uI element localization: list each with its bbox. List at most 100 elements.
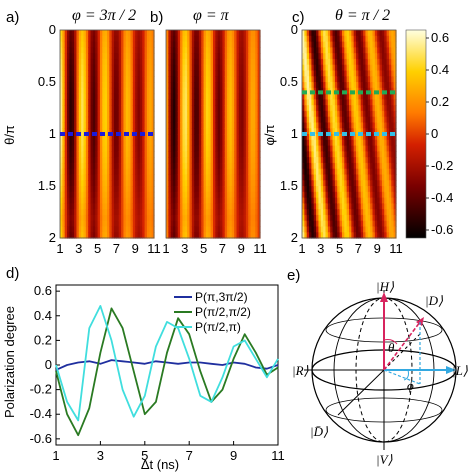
heatmap-cell: [213, 41, 216, 48]
heatmap-cell: [191, 110, 195, 118]
heatmap-cell: [379, 134, 383, 141]
heatmap-cell: [128, 35, 132, 43]
heatmap-cell: [393, 214, 397, 222]
heatmap-cell: [170, 197, 174, 204]
heatmap-cell: [341, 47, 345, 54]
heatmap-cell: [104, 134, 108, 141]
heatmap-cell: [125, 214, 129, 222]
heatmap-cell: [365, 76, 369, 83]
heatmap-cell: [365, 214, 369, 222]
heatmap-cell: [252, 145, 256, 152]
heatmap-cell: [64, 220, 68, 228]
heatmap-cell: [365, 220, 369, 228]
heatmap-cell: [189, 116, 193, 124]
heatmap-cell: [83, 232, 87, 239]
heatmap-cell: [245, 174, 249, 181]
heatmap-cell: [151, 214, 155, 222]
heatmap-cell: [97, 134, 101, 141]
heatmap-cell: [121, 162, 125, 170]
heatmap-cell: [149, 70, 153, 77]
heatmap-cell: [196, 180, 200, 187]
heatmap-cell: [344, 116, 348, 124]
heatmap-cell: [74, 82, 78, 89]
heatmap-cell: [215, 47, 219, 54]
heatmap-cell: [325, 35, 329, 43]
heatmap-cell: [327, 168, 331, 176]
heatmap-cell: [114, 122, 117, 129]
heatmap-cell: [238, 157, 242, 164]
heatmap-x-tick: 5: [94, 241, 101, 256]
heatmap-cell: [60, 226, 63, 233]
heatmap-cell: [69, 30, 73, 37]
heatmap-cell: [217, 64, 221, 72]
heatmap-cell: [88, 226, 92, 233]
heatmap-cell: [166, 157, 169, 164]
heatmap-cell: [257, 99, 261, 106]
heatmap-cell: [379, 30, 383, 37]
heatmap-cell: [125, 220, 129, 228]
heatmap-cell: [102, 35, 106, 43]
heatmap-cell: [346, 64, 350, 72]
heatmap-cell: [320, 139, 324, 147]
heatmap-cell: [363, 105, 367, 112]
heatmap-cell: [311, 145, 315, 152]
heatmap-cell: [208, 203, 212, 210]
heatmap-cell: [60, 180, 63, 187]
heatmap-cell: [201, 162, 205, 170]
heatmap-cell: [384, 226, 388, 233]
heatmap-cell: [306, 99, 310, 106]
heatmap-cell: [208, 122, 212, 129]
heatmap-cell: [182, 139, 186, 147]
diagonal-axis-front: [337, 369, 385, 416]
heatmap-cell: [180, 226, 184, 233]
heatmap-cell: [67, 151, 70, 158]
heatmap-cell: [166, 174, 169, 181]
heatmap-cell: [349, 30, 352, 37]
heatmap-cell: [208, 76, 212, 83]
heatmap-cell: [306, 214, 310, 222]
heatmap-cell: [182, 122, 186, 129]
heatmap-cell: [306, 191, 310, 199]
heatmap-cell: [391, 93, 395, 100]
heatmap-cell: [381, 110, 385, 118]
heatmap-cell: [104, 214, 108, 222]
heatmap-cell: [111, 70, 115, 77]
heatmap-cell: [88, 186, 92, 193]
heatmap-cell: [224, 82, 228, 89]
heatmap-cell: [358, 220, 362, 228]
heatmap-cell: [125, 93, 129, 100]
heatmap-cell: [360, 35, 364, 43]
heatmap-cell: [337, 151, 341, 158]
heatmap-cell: [64, 99, 68, 106]
heatmap-cell: [236, 41, 240, 48]
heatmap-cell: [332, 93, 336, 100]
heatmap-cell: [372, 110, 376, 118]
heatmap-cell: [85, 180, 89, 187]
heatmap-cell: [346, 47, 350, 54]
heatmap-cell: [83, 99, 87, 106]
heatmap-cell: [76, 197, 80, 204]
heatmap-cell: [344, 99, 348, 106]
heatmap-cell: [346, 157, 350, 164]
heatmap-cell: [123, 162, 127, 170]
heatmap-cell: [67, 58, 70, 66]
heatmap-cell: [353, 145, 357, 152]
heatmap-cell: [104, 93, 108, 100]
heatmap-cell: [142, 76, 146, 83]
heatmap-cell: [149, 76, 153, 83]
heatmap-cell: [224, 191, 228, 199]
heatmap-cell: [337, 105, 341, 112]
heatmap-cell: [135, 105, 139, 112]
heatmap-cell: [205, 197, 209, 204]
heatmap-cell: [60, 209, 63, 216]
heatmap-cell: [358, 82, 362, 89]
heatmap-cell: [182, 93, 186, 100]
heatmap-cell: [76, 162, 80, 170]
heatmap-cell: [208, 134, 212, 141]
heatmap-cell: [180, 168, 184, 176]
heatmap-cell: [149, 110, 153, 118]
heatmap-cell: [245, 122, 249, 129]
heatmap-cell: [309, 203, 312, 210]
heatmap-cell: [252, 162, 256, 170]
heatmap-cell: [189, 70, 193, 77]
